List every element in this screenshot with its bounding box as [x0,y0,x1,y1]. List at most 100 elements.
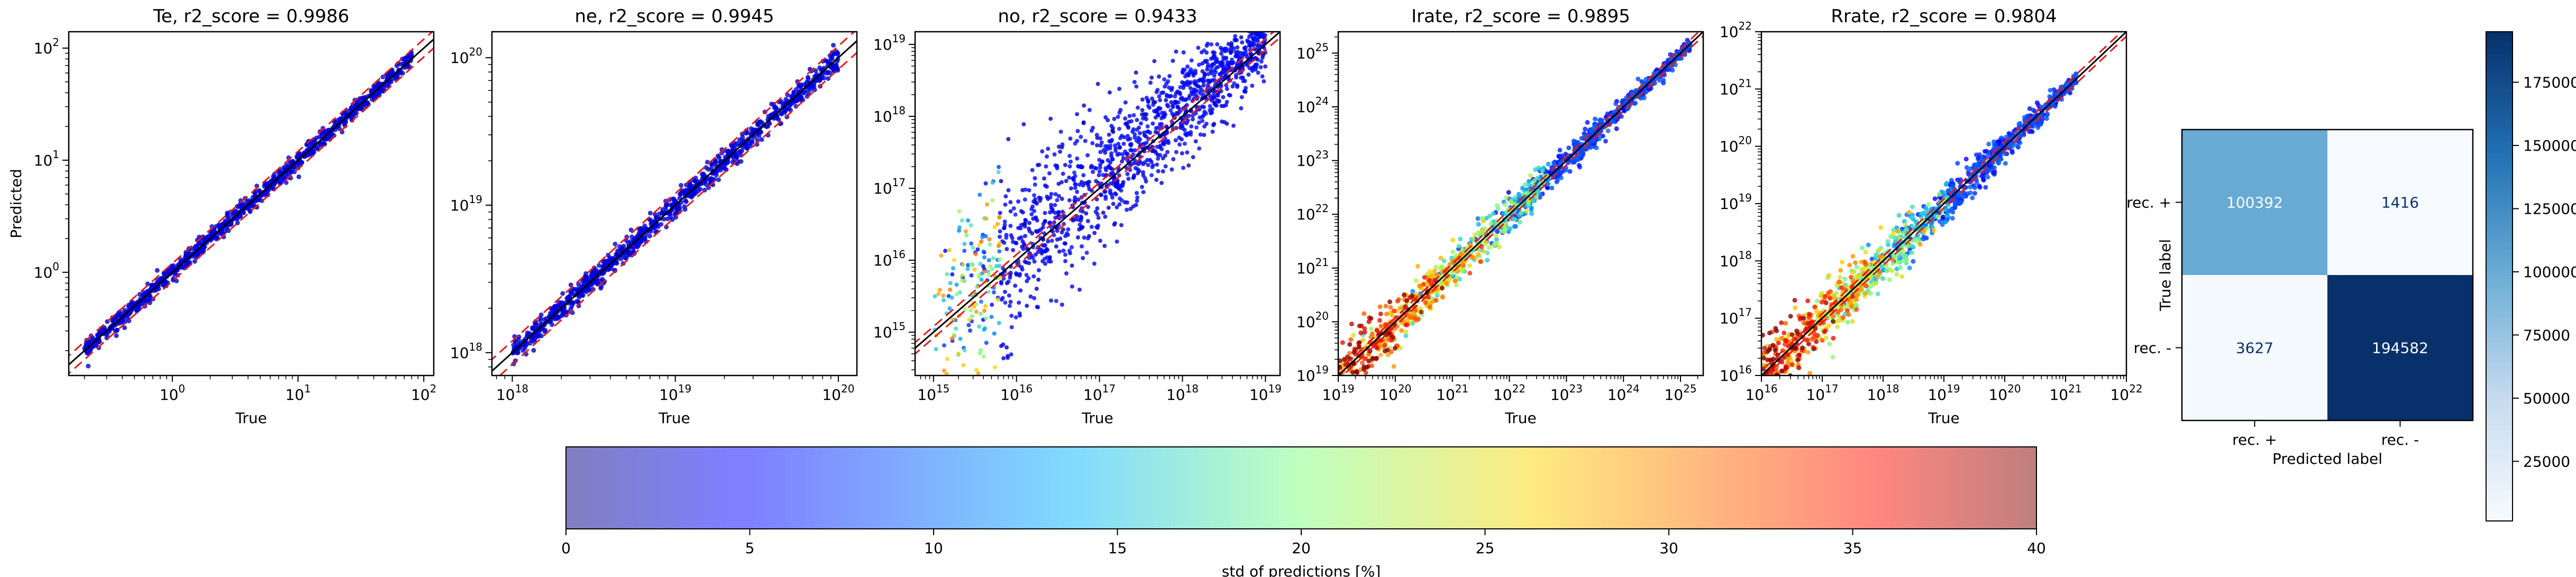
data-point [1503,227,1508,232]
data-point [982,269,987,274]
data-point [1196,120,1201,125]
data-point [1079,214,1083,219]
data-point [1161,169,1165,173]
data-point [1392,346,1397,351]
data-point [652,225,657,231]
data-point [1042,176,1046,181]
data-point [1227,48,1231,52]
data-point [1215,59,1220,64]
data-point [1117,126,1121,131]
data-point [805,75,810,80]
data-point [1049,191,1054,196]
data-point [1253,32,1258,37]
data-point [1189,130,1193,134]
data-point [1391,364,1396,369]
data-point [1134,84,1139,89]
data-point [1202,105,1207,109]
data-point [1106,205,1111,210]
data-point [1034,287,1039,291]
data-point [1131,113,1136,117]
data-point [966,323,971,327]
data-point [1478,230,1483,235]
data-point [1159,146,1164,151]
data-point [1504,195,1509,200]
data-point [693,190,699,196]
data-point [1221,104,1226,108]
data-point [184,263,189,268]
data-point [968,328,972,333]
data-point [1001,356,1006,361]
data-point [1383,304,1389,309]
data-point [738,159,744,164]
data-point [1011,240,1016,244]
data-point [994,264,999,269]
data-point [1338,358,1342,363]
data-point [1355,370,1360,375]
data-point [1162,142,1166,146]
data-point [1129,119,1134,124]
data-point [1349,377,1354,381]
y-tick-label: 1016 [873,248,906,269]
data-point [1493,233,1499,239]
data-point [936,291,941,296]
data-point [973,252,978,257]
data-point [1363,356,1368,361]
data-point [1033,252,1038,257]
data-point [1545,185,1550,190]
data-point [1415,264,1420,269]
data-point [1060,142,1065,147]
data-point [1079,134,1083,139]
data-point [1092,261,1097,266]
data-point [1208,108,1212,113]
data-point [562,309,567,315]
data-point [1136,167,1140,172]
data-point [1229,61,1234,66]
upper-band-line [492,32,855,361]
data-point [1058,130,1063,134]
data-point [1067,175,1072,180]
data-point [1082,235,1086,240]
data-point [1100,159,1105,164]
data-point [380,75,386,79]
data-point [1178,85,1183,89]
data-point [1259,12,1263,16]
data-point [1118,136,1122,141]
data-point [1098,136,1103,141]
data-point [1258,65,1263,70]
data-point [1076,235,1080,240]
data-point [1575,156,1579,161]
data-point [1513,195,1518,200]
data-point [1067,249,1072,253]
data-point [1140,108,1145,113]
data-point [1205,78,1210,83]
data-point [1068,186,1073,191]
data-point [963,388,967,392]
data-point [990,180,995,185]
data-point [1004,345,1009,350]
data-point [1199,23,1203,28]
data-point [1131,204,1136,209]
data-point [1135,117,1139,122]
data-point [1007,304,1012,308]
data-point [1087,179,1092,184]
data-point [991,256,995,261]
x-tick-label: 1019 [1322,382,1354,404]
data-point [733,152,738,158]
data-point [958,290,962,295]
data-point [200,239,206,244]
data-point [1182,127,1187,132]
data-point [95,332,100,337]
data-point [673,210,678,215]
data-point [969,273,974,278]
data-point [513,339,518,344]
data-point [769,102,774,107]
data-point [966,218,971,223]
data-point [1029,212,1034,217]
x-tick-label: 1023 [1550,382,1583,404]
data-point [1173,138,1178,143]
data-point [1202,75,1207,80]
data-point [1440,295,1445,300]
data-point [1992,171,1997,177]
data-point [1035,201,1039,206]
data-point [967,317,972,322]
